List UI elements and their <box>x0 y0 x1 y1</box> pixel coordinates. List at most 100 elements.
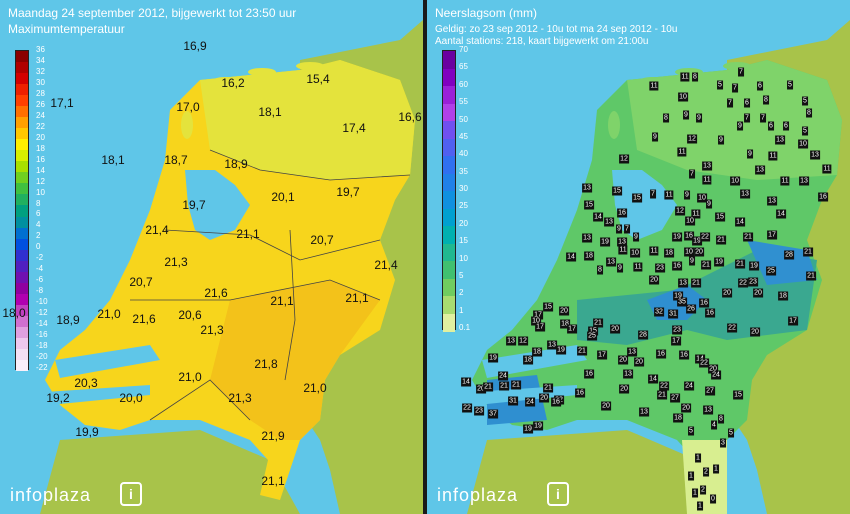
temperature-legend-tick: -14 <box>36 319 48 329</box>
temperature-legend-swatch <box>16 304 28 317</box>
temperature-value-label: 19,2 <box>46 391 70 405</box>
precipitation-station-label: 22 <box>462 403 472 413</box>
precipitation-station-label: 14 <box>648 374 658 384</box>
precipitation-station-label: 7 <box>738 67 744 77</box>
temperature-legend-swatch <box>16 117 28 129</box>
precipitation-legend-swatch <box>443 313 455 332</box>
precipitation-station-label: 22 <box>659 381 669 391</box>
precipitation-station-label: 18 <box>584 251 594 261</box>
precipitation-station-label: 16 <box>672 261 682 271</box>
temperature-value-label: 20,3 <box>74 376 98 390</box>
precipitation-legend-swatch <box>443 68 455 87</box>
precipitation-station-label: 18 <box>532 347 542 357</box>
precipitation-legend-swatch <box>443 243 455 262</box>
precipitation-station-label: 10 <box>685 216 695 226</box>
precipitation-station-label: 6 <box>757 81 763 91</box>
temperature-legend-swatch <box>16 95 28 107</box>
precipitation-station-label: 18 <box>560 319 570 329</box>
precipitation-station-label: 4 <box>711 420 717 430</box>
temperature-map-panel: Maandag 24 september 2012, bijgewerkt to… <box>0 0 423 514</box>
temperature-legend-swatch <box>16 194 28 206</box>
temperature-legend-swatch <box>16 128 28 140</box>
precipitation-legend-swatch <box>443 261 455 279</box>
temperature-value-label: 21,6 <box>204 286 228 300</box>
precipitation-station-label: 5 <box>688 426 694 436</box>
temperature-value-label: 19,7 <box>182 198 206 212</box>
precipitation-station-label: 13 <box>582 183 592 193</box>
precipitation-legend-tick: 15 <box>459 236 468 246</box>
precipitation-station-label: 15 <box>543 302 553 312</box>
precipitation-station-label: 16 <box>656 349 666 359</box>
precipitation-station-label: 8 <box>663 113 669 123</box>
precipitation-station-label: 20 <box>476 384 486 394</box>
precipitation-legend-tick: 45 <box>459 131 468 141</box>
precipitation-station-label: 24 <box>711 370 721 380</box>
precipitation-station-label: 21 <box>743 232 753 242</box>
temperature-legend-tick: 10 <box>36 187 45 197</box>
precipitation-station-label: 15 <box>584 200 594 210</box>
precipitation-legend-tick: 25 <box>459 201 468 211</box>
temperature-legend-swatch <box>16 348 28 361</box>
precipitation-station-label: 10 <box>697 193 707 203</box>
precipitation-station-label: 17 <box>533 310 543 320</box>
temperature-value-label: 21,4 <box>374 258 398 272</box>
precipitation-station-label: 1 <box>695 453 701 463</box>
precipitation-station-label: 21 <box>701 260 711 270</box>
temperature-legend-tick: -12 <box>36 308 48 318</box>
precipitation-station-label: 2 <box>703 467 709 477</box>
temperature-legend-tick: 2 <box>36 231 41 241</box>
precipitation-legend-tick: 20 <box>459 218 468 228</box>
precipitation-station-label: 12 <box>675 206 685 216</box>
temperature-legend-tick: -18 <box>36 341 48 351</box>
precipitation-station-label: 12 <box>687 134 697 144</box>
precipitation-station-label: 16 <box>584 369 594 379</box>
precipitation-station-label: 9 <box>718 135 724 145</box>
precipitation-station-label: 35 <box>677 297 687 307</box>
precipitation-station-label: 5 <box>787 80 793 90</box>
temperature-value-label: 21,1 <box>345 291 369 305</box>
temperature-legend-tick: 4 <box>36 220 41 230</box>
precipitation-station-label: 21 <box>691 278 701 288</box>
precipitation-station-label: 23 <box>748 277 758 287</box>
precipitation-station-label: 11 <box>649 81 659 91</box>
temperature-legend-swatch <box>16 337 28 350</box>
temperature-legend-swatch <box>16 183 28 195</box>
precipitation-station-label: 16 <box>679 350 689 360</box>
precipitation-station-label: 9 <box>689 256 695 266</box>
temperature-legend-swatch <box>16 106 28 118</box>
precipitation-station-label: 23 <box>655 263 665 273</box>
precipitation-station-label: 9 <box>633 232 639 242</box>
precipitation-station-label: 7 <box>760 113 766 123</box>
precipitation-legend-tick: 40 <box>459 149 468 159</box>
precipitation-legend-tick: 2 <box>459 288 464 298</box>
temperature-value-label: 21,9 <box>261 429 285 443</box>
precipitation-station-label: 13 <box>623 369 633 379</box>
temperature-value-label: 18,0 <box>2 306 26 320</box>
precipitation-station-label: 32 <box>654 307 664 317</box>
precipitation-station-label: 16 <box>617 208 627 218</box>
temperature-legend-swatch <box>16 84 28 96</box>
temperature-legend-tick: 0 <box>36 242 41 252</box>
precipitation-station-label: 9 <box>652 132 658 142</box>
temperature-legend-swatch <box>16 359 28 372</box>
precipitation-station-label: 8 <box>806 108 812 118</box>
precipitation-station-label: 20 <box>610 324 620 334</box>
precipitation-station-label: 10 <box>730 176 740 186</box>
temperature-legend-tick: 16 <box>36 154 45 164</box>
precipitation-legend-tick: 50 <box>459 114 468 124</box>
temperature-value-label: 18,7 <box>164 153 188 167</box>
precipitation-legend-tick: 1 <box>459 305 464 315</box>
precipitation-station-label: 21 <box>577 346 587 356</box>
precipitation-legend-tick: 0.1 <box>459 323 471 332</box>
precipitation-station-label: 7 <box>650 189 656 199</box>
precipitation-station-label: 19 <box>749 261 759 271</box>
precipitation-station-label: 16 <box>575 388 585 398</box>
temperature-legend-tick: -8 <box>36 286 44 296</box>
precipitation-station-label: 9 <box>683 110 689 120</box>
precipitation-station-label: 22 <box>699 358 709 368</box>
precipitation-station-label: 17 <box>671 336 681 346</box>
temperature-legend-tick: 20 <box>36 132 45 142</box>
temperature-legend-swatch <box>16 73 28 85</box>
precipitation-station-label: 16 <box>705 308 715 318</box>
temperature-value-label: 17,4 <box>342 121 366 135</box>
